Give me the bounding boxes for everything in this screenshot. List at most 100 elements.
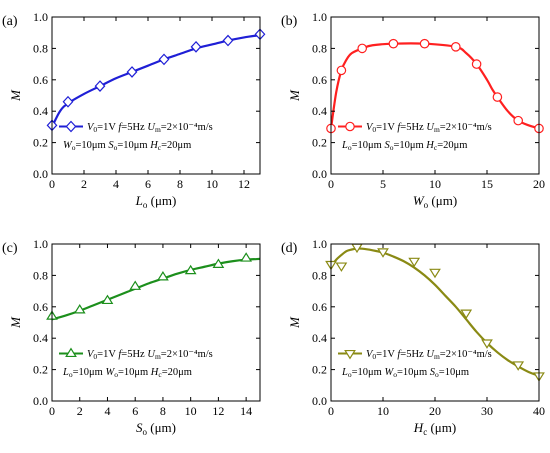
legend-marker-swatch	[344, 349, 356, 360]
x-tick-label: 20	[533, 177, 545, 191]
data-point	[481, 339, 493, 349]
plot-frame	[51, 243, 261, 402]
data-point	[512, 361, 525, 371]
x-tick-label: 8	[177, 177, 183, 191]
y-tick-label: 0.6	[312, 300, 327, 314]
y-tick-label: 0.6	[33, 73, 48, 87]
x-tick-label: 12	[212, 404, 224, 418]
data-point	[190, 40, 202, 53]
series-curve	[52, 33, 260, 128]
data-point	[419, 38, 430, 49]
plot-frame	[51, 16, 261, 175]
panel-label: (b)	[281, 14, 298, 29]
panel-label: (c)	[2, 241, 18, 256]
y-tick-label: 0.2	[33, 363, 48, 377]
legend-marker-swatch	[345, 121, 355, 132]
legend-entry-params: V0=1V f=5Hz Um=2×10⁻⁴m/s	[366, 349, 492, 361]
x-tick-label: 10	[377, 404, 389, 418]
data-point	[429, 268, 441, 279]
y-axis-label: M	[8, 316, 23, 329]
legend-entry-params: V0=1V f=5Hz Um=2×10⁻⁴m/s	[87, 349, 213, 361]
y-tick-label: 0.6	[312, 73, 327, 87]
y-axis-label: M	[287, 316, 302, 329]
series-curve	[331, 247, 539, 377]
panel-3: (c) 0.0 0.2 0.4 0.6 0.8 1.0 0 2 4 6 8 10 12 14 M So (μm)…	[2, 237, 261, 437]
data-point	[388, 38, 399, 49]
panel-2: (b) 0.0 0.2 0.4 0.6 0.8 1.0 0 5 10 15 20 M Wo (μm) V0=…	[281, 10, 545, 210]
y-tick-label: 0.4	[312, 331, 327, 345]
data-point	[450, 42, 461, 52]
y-tick-label: 0.0	[33, 394, 48, 408]
y-tick-label: 0.0	[312, 394, 327, 408]
data-point	[126, 66, 138, 78]
series-curve	[331, 42, 539, 130]
data-point	[357, 43, 367, 54]
x-tick-label: 6	[132, 404, 138, 418]
y-tick-label: 0.2	[312, 136, 327, 150]
x-tick-label: 40	[533, 404, 545, 418]
legend-marker-swatch	[65, 347, 77, 358]
x-tick-label: 0	[328, 177, 334, 191]
x-tick-label: 14	[240, 404, 252, 418]
y-tick-label: 0.8	[33, 268, 48, 282]
x-tick-label: 0	[328, 404, 334, 418]
data-point	[471, 59, 482, 69]
panel-label: (a)	[2, 14, 18, 29]
x-tick-label: 30	[481, 404, 493, 418]
y-tick-label: 1.0	[33, 237, 48, 251]
x-tick-label: 5	[380, 177, 386, 191]
legend-marker-swatch	[65, 120, 77, 133]
y-tick-label: 0.2	[312, 363, 327, 377]
data-point	[513, 115, 523, 126]
data-point	[336, 65, 347, 76]
legend: V0=1V f=5Hz Um=2×10⁻⁴m/s Lo=10μm Wo=10μm …	[338, 349, 492, 379]
x-tick-label: 4	[113, 177, 119, 191]
y-tick-label: 1.0	[33, 10, 48, 24]
data-point	[212, 258, 225, 268]
x-tick-label: 8	[160, 404, 166, 418]
legend-entry-geometry: Wo=10μm So=10μm Hc=20μm	[63, 140, 191, 152]
x-tick-label: 2	[77, 404, 83, 418]
y-tick-label: 1.0	[312, 237, 327, 251]
data-point	[240, 252, 253, 262]
data-point	[460, 309, 473, 320]
data-point	[158, 53, 170, 66]
x-tick-label: 6	[145, 177, 151, 191]
y-tick-label: 0.8	[312, 268, 327, 282]
data-point	[73, 304, 86, 314]
data-point	[408, 257, 421, 268]
data-point	[101, 294, 114, 305]
series-curve	[52, 257, 260, 321]
data-point	[222, 34, 234, 47]
x-axis-label: So (μm)	[136, 420, 176, 437]
data-point	[157, 271, 169, 281]
legend: V0=1V f=5Hz Um=2×10⁻⁴m/s Lo=10μm Wo=10μm …	[59, 347, 213, 379]
legend-entry-params: V0=1V f=5Hz Um=2×10⁻⁴m/s	[87, 122, 213, 134]
x-axis-label: Hc (μm)	[413, 420, 456, 437]
data-point	[492, 92, 503, 102]
x-tick-label: 15	[481, 177, 493, 191]
y-axis-label: M	[287, 89, 302, 102]
y-tick-label: 0.4	[33, 104, 48, 118]
x-tick-label: 20	[429, 404, 441, 418]
legend-entry-geometry: Lo=10μm So=10μm Hc=20μm	[341, 140, 467, 152]
legend-entry-geometry: Lo=10μm Wo=10μm Hc=20μm	[62, 367, 192, 379]
x-tick-label: 0	[49, 177, 55, 191]
y-tick-label: 0.8	[33, 41, 48, 55]
panel-4: (d) 0.0 0.2 0.4 0.6 0.8 1.0 0 10 20 30 40 M Hc (μm) V0…	[281, 237, 545, 437]
y-tick-label: 1.0	[312, 10, 327, 24]
legend: V0=1V f=5Hz Um=2×10⁻⁴m/s Lo=10μm So=10μm …	[338, 121, 492, 152]
x-tick-label: 0	[49, 404, 55, 418]
panel-1: (a) 0.0 0.2 0.4 0.6 0.8 1.0 0 2 4 6 8 10 12 M Lo (μm) V0…	[2, 10, 266, 210]
data-point	[335, 262, 348, 272]
y-tick-label: 0.0	[33, 167, 48, 181]
y-tick-label: 0.0	[312, 167, 327, 181]
x-tick-label: 2	[81, 177, 87, 191]
legend-entry-geometry: Lo=10μm Wo=10μm So=10μm	[341, 367, 469, 379]
x-tick-label: 10	[185, 404, 197, 418]
x-tick-label: 4	[104, 404, 110, 418]
x-tick-label: 12	[238, 177, 250, 191]
y-tick-label: 0.2	[33, 136, 48, 150]
data-point	[129, 280, 142, 290]
